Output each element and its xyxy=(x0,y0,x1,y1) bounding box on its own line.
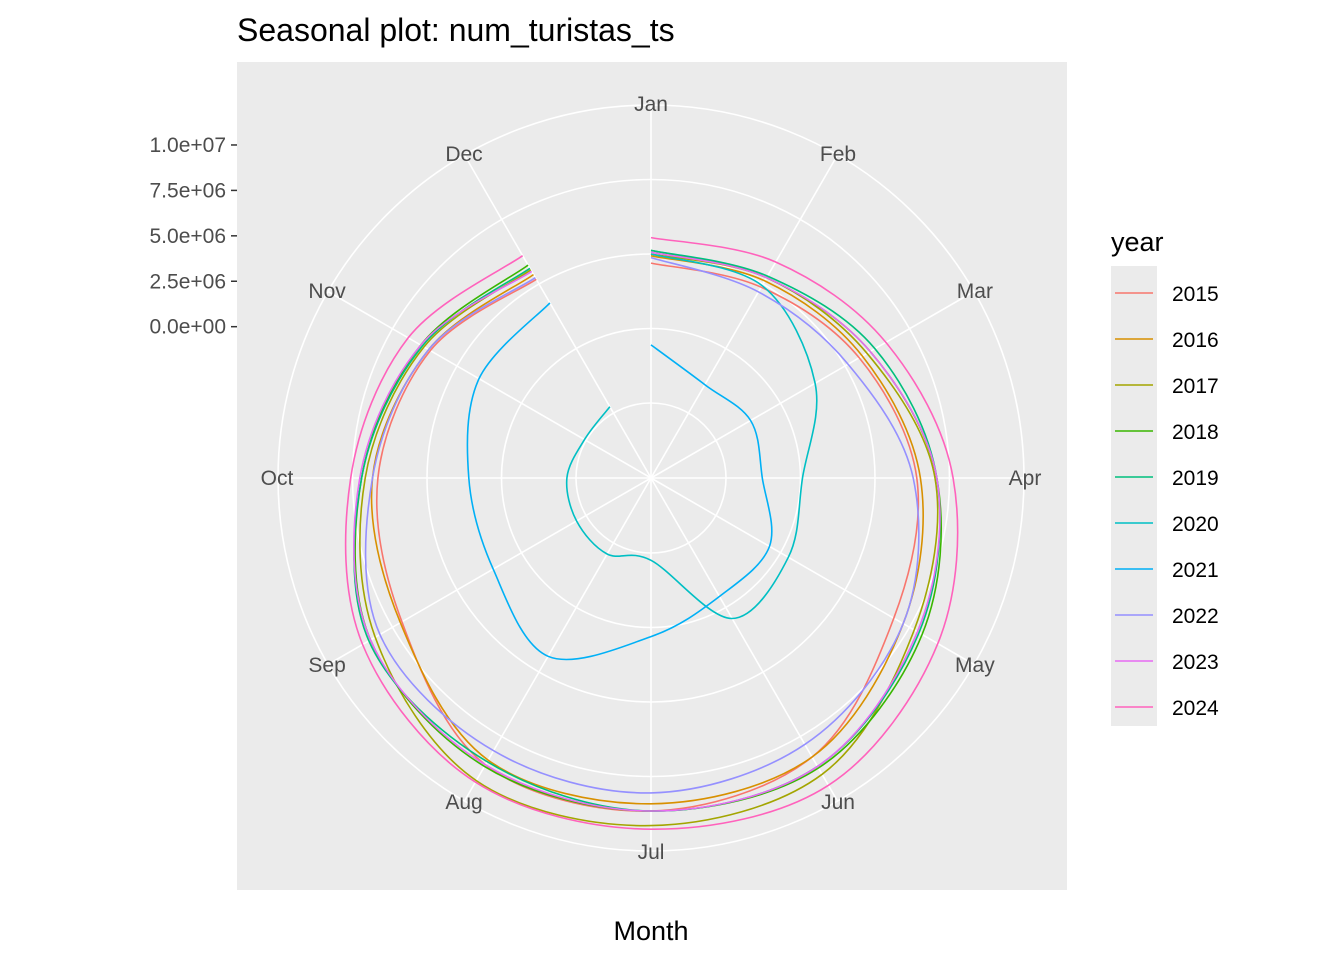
radial-tick-label: 0.0e+00 xyxy=(150,316,227,339)
series-layer xyxy=(344,236,959,831)
month-label: Jan xyxy=(634,93,668,116)
legend-label-2021: 2021 xyxy=(1172,559,1219,582)
grid-layer xyxy=(277,104,1025,852)
month-label: Oct xyxy=(261,467,294,490)
radial-tick-label: 2.5e+06 xyxy=(150,270,227,293)
grid-spoke xyxy=(327,290,652,479)
legend-label-2016: 2016 xyxy=(1172,329,1219,352)
legend: year 2015 2016 2017 2018 2019 2020 2021 2022 2023… xyxy=(1111,227,1219,726)
grid-spoke xyxy=(650,477,839,802)
legend-title: year xyxy=(1111,227,1164,257)
month-labels: Jan Feb Mar Apr May Jun Jul Aug Sep Oct Nov Dec xyxy=(261,93,1042,864)
series-line-2022 xyxy=(364,256,920,794)
month-label: Mar xyxy=(957,280,993,303)
radial-tick-label: 5.0e+06 xyxy=(150,225,227,248)
grid-spoke xyxy=(650,477,975,666)
month-label: Feb xyxy=(820,143,856,166)
series-line-2015 xyxy=(376,262,920,812)
month-label: Apr xyxy=(1009,467,1042,490)
legend-label-2022: 2022 xyxy=(1172,605,1219,628)
legend-label-2019: 2019 xyxy=(1172,467,1219,490)
month-label: Sep xyxy=(308,654,345,677)
grid-spoke xyxy=(650,290,975,479)
legend-label-2017: 2017 xyxy=(1172,375,1219,398)
month-label: Nov xyxy=(308,280,346,303)
series-line-2017 xyxy=(359,253,939,827)
legend-label-2023: 2023 xyxy=(1172,651,1219,674)
month-label: Jul xyxy=(638,841,665,864)
grid-spoke xyxy=(463,154,652,479)
month-label: Aug xyxy=(445,791,482,814)
chart-title: Seasonal plot: num_turistas_ts xyxy=(237,12,675,48)
month-label: Dec xyxy=(445,143,482,166)
legend-label-2020: 2020 xyxy=(1172,513,1219,536)
legend-label-2024: 2024 xyxy=(1172,697,1219,720)
month-label: May xyxy=(955,654,995,677)
series-line-2020 xyxy=(565,253,818,620)
series-line-2021 xyxy=(466,302,773,661)
radial-tick-label: 7.5e+06 xyxy=(150,179,227,202)
legend-label-2018: 2018 xyxy=(1172,421,1219,444)
grid-spoke xyxy=(463,477,652,802)
legend-key-background xyxy=(1111,266,1157,726)
grid-spoke xyxy=(650,154,839,479)
legend-label-2015: 2015 xyxy=(1172,283,1219,306)
x-axis-title: Month xyxy=(613,916,688,946)
month-label: Jun xyxy=(821,791,855,814)
series-line-2023 xyxy=(353,251,941,812)
grid-spoke xyxy=(327,477,652,666)
series-line-2024 xyxy=(344,236,959,831)
radial-tick-label: 1.0e+07 xyxy=(150,134,227,157)
radial-axis: 0.0e+00 2.5e+06 5.0e+06 7.5e+06 1.0e+07 xyxy=(150,134,237,339)
